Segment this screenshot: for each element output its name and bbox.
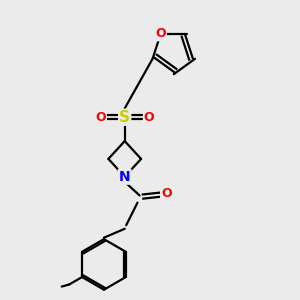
Text: O: O: [161, 187, 172, 200]
Text: N: N: [119, 170, 130, 184]
Text: O: O: [95, 111, 106, 124]
Text: O: O: [155, 27, 166, 40]
Text: O: O: [144, 111, 154, 124]
Text: S: S: [119, 110, 130, 125]
